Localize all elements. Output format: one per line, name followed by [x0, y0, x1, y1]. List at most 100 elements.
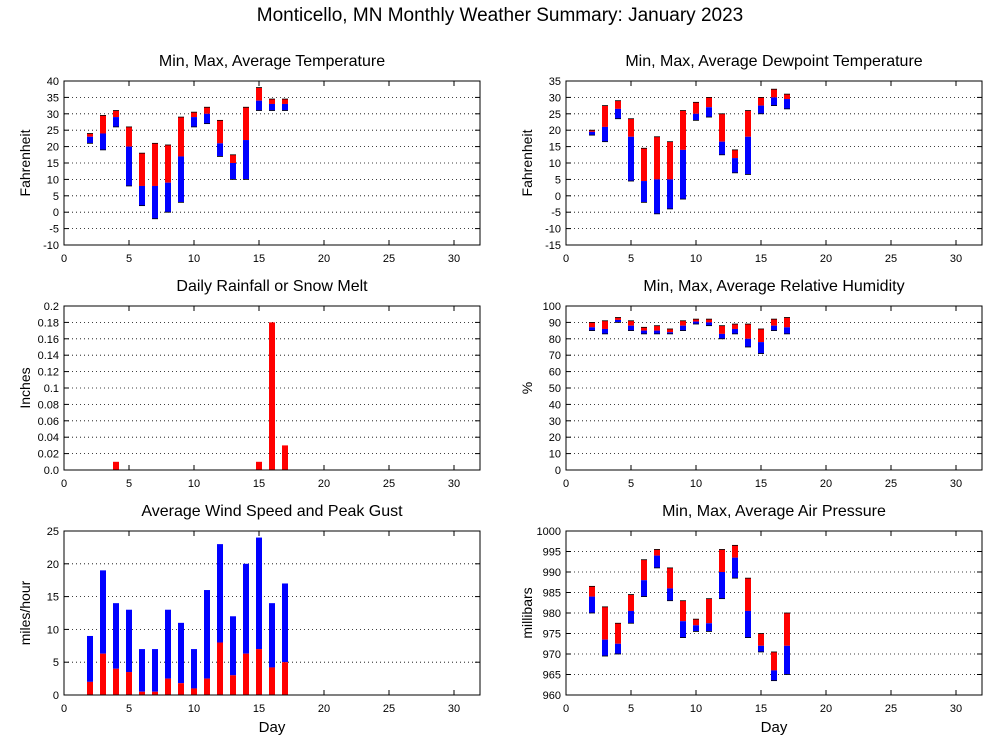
pressure-bar-min-segment [654, 555, 660, 568]
temperature-bar-min-segment [100, 133, 106, 150]
pressure-ytick-label: 1000 [537, 526, 561, 538]
rainfall-xtick-label: 15 [253, 478, 265, 490]
dewpoint-bar-max-segment [589, 130, 595, 132]
pressure-bar-max-segment [654, 549, 660, 556]
wind-bar-average [152, 691, 158, 695]
dewpoint-bar-max-segment [719, 113, 725, 142]
humidity-bar-max-segment [654, 325, 660, 331]
pressure-bar-max-segment [784, 613, 790, 646]
rainfall-ytick-label: 0.08 [38, 399, 59, 411]
dewpoint-ytick-label: 25 [549, 109, 561, 121]
rainfall-ytick-label: 0.02 [38, 449, 59, 461]
wind-bar-average [139, 691, 145, 695]
wind-bar-gust [230, 616, 236, 676]
temperature-bar-min-segment [126, 146, 132, 186]
temperature-bar-min-segment [139, 185, 145, 206]
dewpoint-ytick-label: 15 [549, 142, 561, 154]
rainfall-bar [113, 461, 119, 470]
humidity-bar-min-segment [589, 327, 595, 331]
wind-bar-gust [113, 603, 119, 669]
temperature-xtick-label: 10 [188, 253, 200, 265]
temperature-ytick-label: 25 [47, 125, 59, 137]
temperature-xtick-label: 25 [383, 253, 395, 265]
dewpoint-xtick-label: 0 [563, 253, 569, 265]
pressure-ytick-label: 985 [543, 588, 561, 600]
wind-bar-gust [126, 609, 132, 673]
humidity-bar-max-segment [784, 317, 790, 328]
temperature-ylabel: Fahrenheit [17, 129, 33, 196]
humidity-plot-frame [565, 305, 983, 471]
pressure-bar-min-segment [719, 572, 725, 599]
dewpoint-xtick-label: 30 [950, 253, 962, 265]
rainfall-ytick-label: 0.2 [44, 301, 59, 313]
humidity-bar-min-segment [771, 325, 777, 331]
pressure-bar-max-segment [680, 600, 686, 622]
temperature-bar-max-segment [87, 133, 93, 137]
dewpoint-xtick-label: 15 [755, 253, 767, 265]
pressure-ytick-label: 980 [543, 608, 561, 620]
temperature-xtick-label: 20 [318, 253, 330, 265]
wind-bar-average [269, 667, 275, 695]
temperature-bar-max-segment [139, 153, 145, 186]
humidity-bar-min-segment [615, 319, 621, 323]
dewpoint-ytick-label: 5 [555, 174, 561, 186]
wind-bar-gust [269, 603, 275, 668]
temperature-bar-min-segment [282, 103, 288, 111]
temperature-bar-min-segment [152, 185, 158, 219]
humidity-xtick-label: 5 [628, 478, 634, 490]
dewpoint-bar-min-segment [771, 97, 777, 106]
humidity-ytick-label: 0 [555, 465, 561, 477]
temperature-ytick-label: 10 [47, 174, 59, 186]
dewpoint-ytick-label: 35 [549, 76, 561, 88]
pressure-xtick-label: 0 [563, 703, 569, 715]
dewpoint-bar-min-segment [784, 99, 790, 109]
rainfall-title: Daily Rainfall or Snow Melt [176, 278, 368, 295]
humidity-bar-min-segment [602, 328, 608, 334]
pressure-bar-max-segment [602, 606, 608, 640]
dewpoint-bar-max-segment [602, 105, 608, 127]
humidity-bar-max-segment [615, 317, 621, 320]
wind-xtick-label: 10 [188, 703, 200, 715]
humidity-ytick-label: 50 [549, 383, 561, 395]
humidity-bar-min-segment [719, 333, 725, 339]
humidity-ytick-label: 30 [549, 416, 561, 428]
humidity-bar-min-segment [784, 327, 790, 334]
pressure-ytick-label: 960 [543, 690, 561, 702]
pressure-xtick-label: 25 [885, 703, 897, 715]
pressure-bar-max-segment [615, 623, 621, 644]
wind-bar-average [243, 653, 249, 695]
wind-bar-gust [87, 635, 93, 682]
humidity-xtick-label: 20 [820, 478, 832, 490]
pressure-ytick-label: 975 [543, 629, 561, 641]
dewpoint-bar-max-segment [680, 110, 686, 150]
pressure-ytick-label: 970 [543, 649, 561, 661]
humidity-bar-max-segment [745, 324, 751, 339]
temperature-xtick-label: 30 [448, 253, 460, 265]
humidity-ytick-label: 20 [549, 432, 561, 444]
dewpoint-ytick-label: 30 [549, 92, 561, 104]
rainfall-ytick-label: 0.14 [38, 350, 59, 362]
temperature-ytick-label: 20 [47, 142, 59, 154]
pressure-xtick-label: 15 [755, 703, 767, 715]
temperature-bar-min-segment [87, 136, 93, 144]
temperature-bar-max-segment [178, 117, 184, 157]
pressure-bar-min-segment [641, 580, 647, 597]
rainfall-xtick-label: 0 [61, 478, 67, 490]
rainfall-ytick-label: 0.0 [44, 465, 59, 477]
dewpoint-bar-max-segment [745, 110, 751, 137]
temperature-bar-max-segment [113, 110, 119, 118]
humidity-ytick-label: 100 [543, 301, 561, 313]
humidity-bar-max-segment [667, 328, 673, 333]
humidity-xtick-label: 10 [690, 478, 702, 490]
temperature-bar-max-segment [152, 143, 158, 186]
temperature-bar-min-segment [243, 140, 249, 180]
dewpoint-bar-max-segment [771, 89, 777, 98]
pressure-bar-min-segment [693, 625, 699, 632]
rainfall-xtick-label: 30 [448, 478, 460, 490]
temperature-xtick-label: 0 [61, 253, 67, 265]
temperature-bar-max-segment [243, 107, 249, 141]
dewpoint-bar-max-segment [641, 148, 647, 182]
rainfall-bar [256, 461, 262, 470]
wind-xtick-label: 25 [383, 703, 395, 715]
temperature-bar-min-segment [204, 113, 210, 124]
